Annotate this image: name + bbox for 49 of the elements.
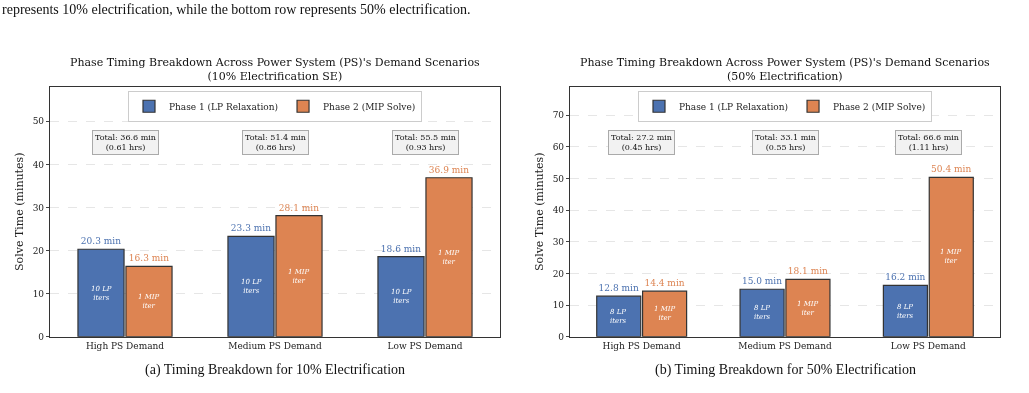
data-label: 36.9 min	[428, 164, 470, 175]
y-tick-label: 20	[32, 245, 45, 256]
y-tick-label: 30	[32, 202, 45, 213]
legend-label: Phase 2 (MIP Solve)	[323, 101, 416, 112]
x-tick-label: Medium PS Demand	[738, 340, 832, 351]
y-tick-label: 40	[32, 159, 45, 170]
y-tick-label: 10	[32, 288, 45, 299]
annotation: Total: 51.4 min (0.86 hrs)	[245, 133, 306, 153]
annotation: Total: 36.6 min (0.61 hrs)	[95, 133, 156, 153]
y-tick-label: 50	[552, 173, 565, 184]
y-axis-title: Solve Time (minutes)	[533, 152, 547, 272]
data-label: 12.8 min	[598, 283, 639, 294]
y-tick-label: 70	[552, 110, 565, 121]
data-label: 16.3 min	[128, 253, 170, 264]
y-axis-title: Solve Time (minutes)	[13, 152, 27, 272]
x-tick-label: High PS Demand	[85, 340, 165, 351]
data-label: 20.3 min	[80, 236, 122, 247]
y-tick-label: 0	[558, 331, 565, 342]
data-label: 14.4 min	[644, 278, 685, 289]
data-label: 18.6 min	[380, 243, 422, 254]
x-tick-label: Low PS Demand	[387, 340, 463, 351]
text: (a) Timing Breakdown for 10% Electrification	[145, 362, 406, 378]
annotation: Total: 27.2 min (0.45 hrs)	[611, 133, 672, 153]
data-label: 16.2 min	[885, 272, 926, 283]
legend-label: Phase 1 (LP Relaxation)	[169, 101, 279, 112]
data-label: 15.0 min	[741, 276, 783, 287]
x-tick-label: High PS Demand	[602, 340, 682, 351]
data-label: 50.4 min	[931, 164, 972, 175]
y-tick-label: 50	[32, 116, 45, 127]
data-label: 28.1 min	[278, 202, 320, 213]
text: represents 10% electrification, while the bottom row represents 50% electrification.	[2, 2, 471, 17]
y-tick-label: 0	[38, 331, 45, 342]
y-tick-label: 10	[552, 300, 565, 311]
annotation: Total: 55.5 min (0.93 hrs)	[395, 133, 456, 153]
text: (b) Timing Breakdown for 50% Electrification	[655, 362, 916, 378]
x-tick-label: Medium PS Demand	[228, 340, 322, 351]
data-label: 23.3 min	[230, 223, 272, 234]
chart-title: Phase Timing Breakdown Across Power System (PS)'s Demand Scenarios (50% Electrification)	[580, 56, 991, 84]
data-label: 18.1 min	[787, 266, 829, 277]
x-tick-label: Low PS Demand	[890, 340, 967, 351]
y-tick-label: 60	[552, 142, 565, 153]
annotation: Total: 33.1 min (0.55 hrs)	[755, 133, 816, 153]
y-tick-label: 40	[552, 205, 565, 216]
legend-label: Phase 1 (LP Relaxation)	[679, 101, 789, 112]
y-tick-label: 20	[552, 268, 565, 279]
legend-label: Phase 2 (MIP Solve)	[833, 101, 926, 112]
chart-title: Phase Timing Breakdown Across Power System (PS)'s Demand Scenarios (10% Electrification SE)	[70, 56, 481, 84]
y-tick-label: 30	[552, 236, 565, 247]
annotation: Total: 66.6 min (1.11 hrs)	[898, 133, 959, 153]
